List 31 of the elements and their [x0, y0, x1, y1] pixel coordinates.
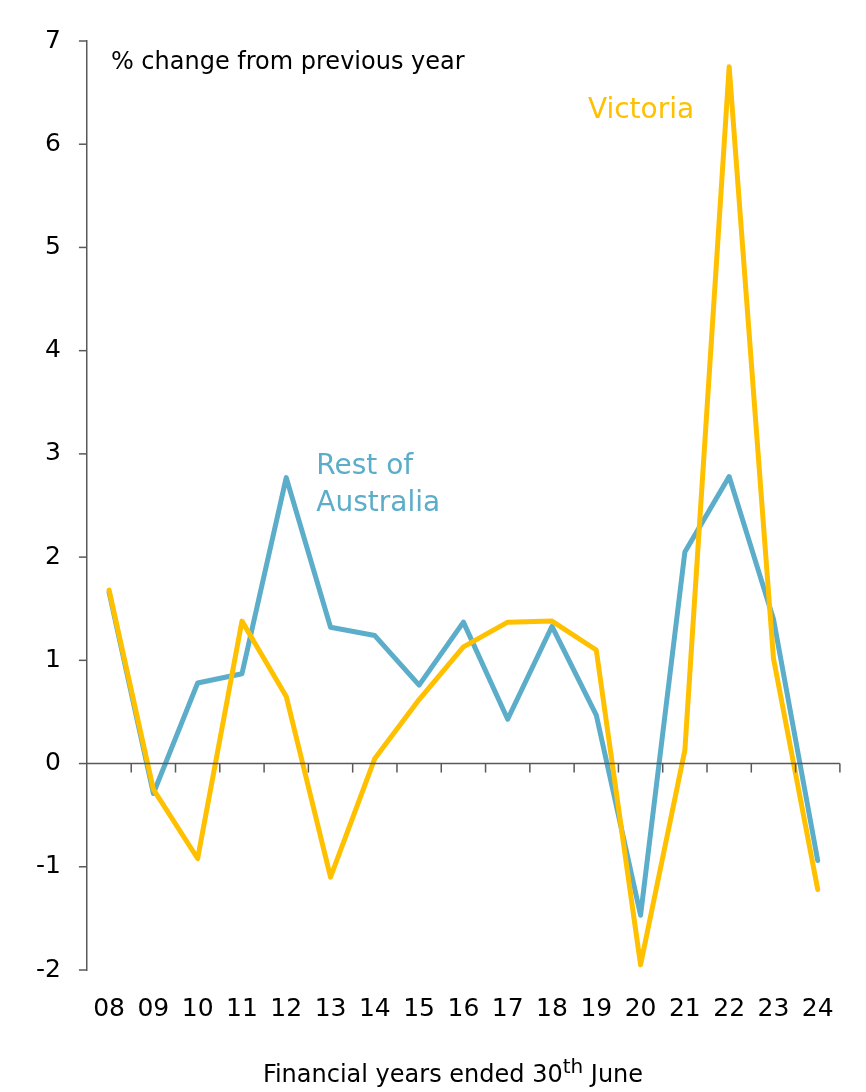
x-tick-label: 15	[403, 992, 436, 1022]
x-tick-label: 22	[713, 992, 746, 1022]
x-tick-label: 16	[447, 992, 480, 1022]
y-tick-label: -1	[35, 850, 61, 880]
x-tick-label: 14	[358, 992, 391, 1022]
x-axis-title: Financial years ended 30$^{th}$ June	[261, 1054, 645, 1088]
x-tick-label: 10	[181, 992, 214, 1022]
x-tick-label: 18	[536, 992, 568, 1022]
x-tick-label: 24	[801, 992, 834, 1022]
x-tick-label: 09	[137, 992, 170, 1022]
y-tick-label: 1	[45, 643, 61, 673]
series-label: Rest of Australia	[316, 447, 441, 518]
x-tick-label: 17	[491, 992, 524, 1022]
x-tick-label: 11	[226, 992, 258, 1022]
x-tick-label: 23	[757, 992, 790, 1022]
series-label: Victoria	[587, 92, 695, 126]
y-axis-title: % change from previous year	[110, 47, 465, 76]
x-tick-label: 20	[624, 992, 657, 1022]
x-tick-label: 13	[314, 992, 347, 1022]
y-tick-label: 6	[45, 127, 61, 157]
x-tick-label: 21	[668, 992, 701, 1022]
x-tick-label: 12	[270, 992, 303, 1022]
y-tick-label: 4	[45, 334, 61, 364]
x-tick-label: 08	[93, 992, 125, 1022]
y-tick-label: 7	[45, 24, 61, 54]
y-tick-label: 2	[45, 540, 61, 570]
x-tick-label: 19	[580, 992, 613, 1022]
y-tick-label: 3	[45, 437, 61, 467]
y-tick-label: -2	[35, 953, 61, 983]
y-tick-label: 5	[45, 230, 61, 260]
y-tick-label: 0	[45, 747, 61, 777]
